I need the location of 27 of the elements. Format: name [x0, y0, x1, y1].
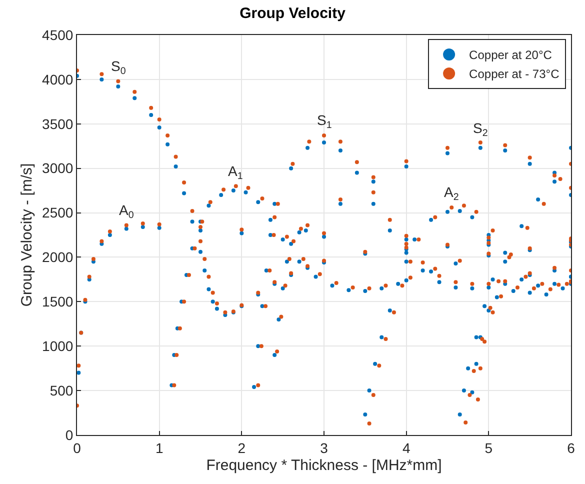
- x-tick-label: 3: [320, 440, 328, 456]
- x-tick-label: 6: [567, 440, 576, 456]
- x-axis-title: Frequency * Thickness - [MHz*mm]: [206, 456, 442, 474]
- y-tick-label: 1500: [42, 294, 74, 310]
- y-tick-label: 1000: [42, 338, 74, 354]
- y-tick-label: 2500: [42, 204, 74, 221]
- legend-label: Copper at - 73°C: [469, 67, 560, 82]
- annotation: A$_{2}$: [444, 184, 459, 203]
- x-tick-label: 2: [238, 440, 246, 456]
- y-tick-label: 3000: [42, 160, 74, 176]
- legend-label: Copper at 20°C: [469, 48, 552, 62]
- y-tick-label: 4000: [42, 71, 74, 88]
- y-tick-label: 4500: [42, 26, 74, 43]
- x-tick-label: 5: [484, 440, 493, 456]
- y-tick-label: 500: [50, 382, 74, 398]
- x-tick-label: 4: [402, 440, 410, 456]
- annotation: A$_{0}$: [119, 202, 134, 221]
- y-tick-label: 2000: [42, 249, 74, 266]
- annotation: S$_{2}$: [473, 120, 488, 139]
- y-axis-title: Group Velocity - [m/s]: [18, 163, 36, 307]
- y-tick-label: 3500: [42, 116, 74, 132]
- chart-title: Group Velocity: [240, 4, 346, 22]
- annotation: S$_{1}$: [317, 112, 332, 131]
- annotation: A$_{1}$: [228, 163, 243, 182]
- x-tick-label: 1: [155, 440, 164, 456]
- annotation: S$_{0}$: [111, 58, 126, 77]
- y-tick-label: 0: [65, 426, 74, 443]
